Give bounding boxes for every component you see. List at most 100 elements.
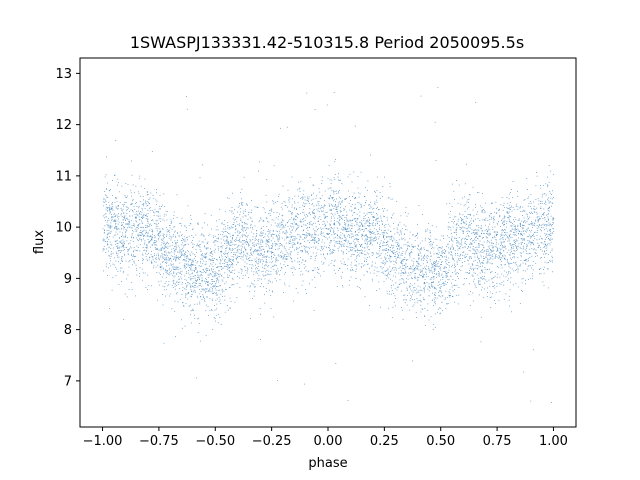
- data-point: [429, 232, 431, 234]
- data-point: [459, 269, 460, 270]
- data-point: [359, 228, 361, 229]
- data-point: [535, 231, 537, 233]
- data-point: [486, 229, 487, 230]
- data-point: [395, 282, 397, 284]
- data-point: [170, 219, 172, 221]
- data-point: [224, 295, 226, 297]
- data-point: [458, 184, 460, 186]
- data-point: [456, 240, 457, 241]
- data-point: [383, 236, 384, 238]
- data-point: [111, 216, 113, 218]
- data-point: [190, 310, 192, 312]
- data-point: [515, 261, 517, 263]
- data-point: [545, 253, 546, 255]
- data-point: [478, 246, 480, 248]
- data-point: [444, 271, 445, 272]
- data-point: [317, 220, 319, 222]
- data-point: [124, 254, 125, 256]
- data-point: [160, 269, 162, 271]
- data-point: [404, 294, 406, 296]
- data-point: [137, 210, 139, 212]
- data-point: [394, 233, 395, 235]
- data-point: [289, 225, 291, 227]
- data-point: [304, 383, 305, 385]
- data-point: [531, 241, 533, 243]
- data-point: [383, 235, 385, 236]
- data-point: [471, 238, 472, 239]
- data-point: [157, 264, 159, 266]
- data-point: [214, 285, 216, 287]
- data-point: [420, 270, 422, 272]
- data-point: [339, 267, 341, 269]
- data-point: [336, 212, 338, 214]
- data-point: [173, 283, 175, 284]
- data-point: [239, 253, 241, 254]
- data-point: [531, 267, 532, 269]
- data-point: [534, 248, 535, 250]
- data-point: [314, 256, 316, 257]
- data-point: [122, 243, 123, 245]
- data-point: [357, 238, 359, 240]
- data-point: [434, 269, 436, 271]
- data-point: [530, 202, 532, 204]
- data-point: [471, 223, 472, 224]
- data-point: [241, 270, 243, 272]
- data-point: [549, 229, 551, 231]
- data-point: [115, 246, 117, 247]
- data-point: [347, 268, 348, 270]
- data-point: [160, 255, 162, 257]
- data-point: [140, 227, 142, 228]
- data-point: [159, 232, 161, 234]
- data-point: [310, 221, 312, 223]
- data-point: [136, 250, 137, 251]
- data-point: [433, 253, 435, 255]
- data-point: [547, 214, 549, 215]
- data-point: [139, 212, 140, 214]
- data-point: [113, 221, 115, 222]
- data-point: [372, 222, 374, 224]
- data-point: [229, 270, 230, 272]
- data-point: [409, 231, 411, 233]
- data-point: [204, 264, 206, 266]
- data-point: [438, 284, 440, 285]
- data-point: [457, 303, 459, 305]
- data-point: [292, 198, 293, 200]
- data-point: [192, 240, 193, 241]
- data-point: [146, 225, 148, 226]
- data-point: [212, 286, 214, 288]
- data-point: [416, 265, 418, 267]
- data-point: [218, 270, 220, 272]
- data-point: [547, 224, 548, 226]
- data-point: [434, 121, 436, 123]
- data-point: [491, 213, 492, 214]
- data-point: [433, 262, 435, 264]
- data-point: [534, 256, 536, 257]
- data-point: [214, 305, 215, 306]
- data-point: [139, 213, 141, 215]
- data-point: [205, 281, 207, 282]
- data-point: [478, 245, 480, 246]
- data-point: [255, 239, 257, 240]
- data-point: [145, 203, 147, 205]
- data-point: [486, 258, 488, 260]
- data-point: [280, 263, 281, 265]
- data-point: [334, 223, 335, 225]
- data-point: [448, 295, 450, 297]
- data-point: [342, 233, 344, 235]
- data-point: [454, 284, 455, 286]
- data-point: [462, 262, 463, 263]
- data-point: [544, 250, 545, 252]
- data-point: [103, 238, 104, 240]
- data-point: [396, 251, 398, 252]
- data-point: [342, 253, 344, 255]
- data-point: [506, 211, 508, 213]
- data-point: [418, 253, 420, 254]
- data-point: [380, 257, 382, 259]
- data-point: [148, 241, 150, 243]
- data-point: [508, 249, 510, 251]
- data-point: [535, 252, 537, 254]
- data-point: [184, 259, 186, 260]
- data-point: [529, 257, 531, 258]
- data-point: [260, 252, 262, 254]
- data-point: [447, 235, 448, 237]
